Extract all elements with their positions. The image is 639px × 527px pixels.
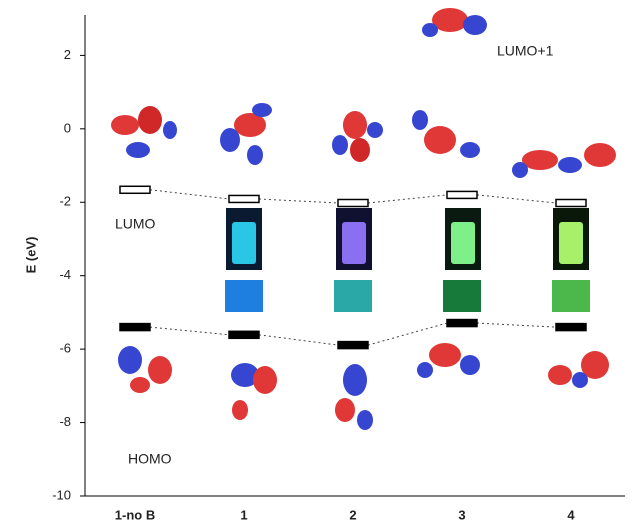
y-tick-label: -6 <box>59 341 71 356</box>
connector <box>259 335 338 345</box>
connector <box>368 323 447 345</box>
level-bar <box>229 331 259 338</box>
level-bar <box>120 186 150 193</box>
connector <box>150 190 229 199</box>
annotation: LUMO+1 <box>497 43 554 59</box>
y-tick-label: 2 <box>64 47 71 62</box>
x-tick-label: 1 <box>240 507 247 522</box>
level-bar <box>338 199 368 206</box>
chart: E (eV) LUMO+1 -10 -8 -6 -4 -2 0 2 1-no B 1 2 3 4 LUM… <box>0 0 639 527</box>
decorations <box>111 8 616 430</box>
y-tick-label: -8 <box>59 414 71 429</box>
connector <box>150 327 229 335</box>
series-label: LUMO <box>115 216 156 232</box>
connector <box>259 199 338 203</box>
level-bar <box>229 195 259 202</box>
connector <box>368 195 447 203</box>
series-label: HOMO <box>128 451 172 467</box>
level-bar <box>556 199 586 206</box>
x-tick-label: 2 <box>349 507 356 522</box>
x-tick-label: 4 <box>567 507 575 522</box>
level-bar <box>556 324 586 331</box>
y-tick-label: -10 <box>52 487 71 502</box>
y-tick-label: -4 <box>59 267 71 282</box>
level-bar <box>338 342 368 349</box>
x-tick-label: 1-no B <box>115 507 155 522</box>
y-tick-label: -2 <box>59 194 71 209</box>
level-bar <box>120 324 150 331</box>
y-tick-label: 0 <box>64 120 71 135</box>
connector <box>477 323 556 327</box>
level-bar <box>447 191 477 198</box>
level-bar <box>447 320 477 327</box>
connector <box>477 195 556 203</box>
y-axis-label: E (eV) <box>23 237 38 274</box>
x-tick-label: 3 <box>458 507 465 522</box>
